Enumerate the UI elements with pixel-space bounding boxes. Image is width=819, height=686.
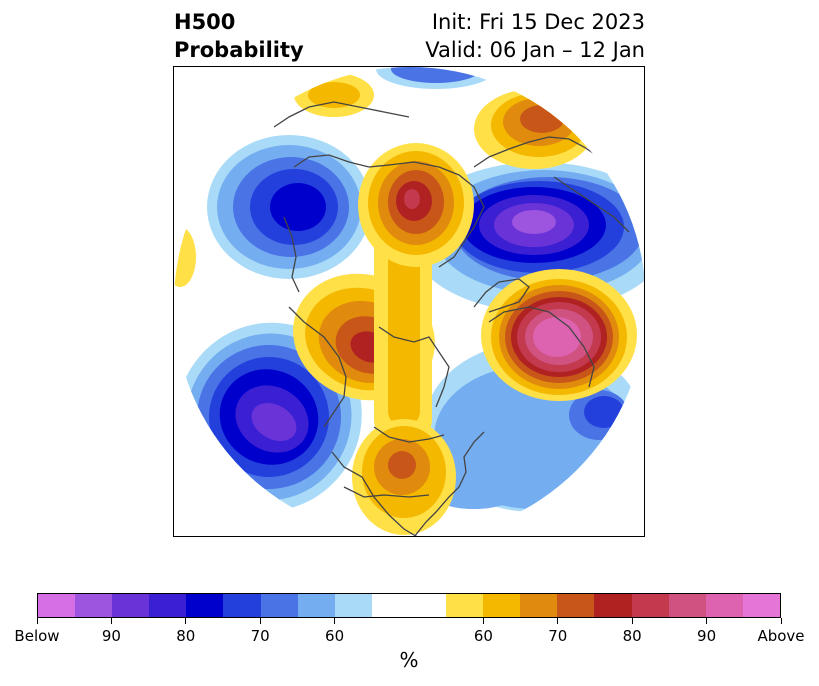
anomaly-above-nw-russia [474,89,594,169]
colorbar-swatch [297,594,335,617]
colorbar-tick-label: Below [14,627,60,645]
colorbar-tick-label: 70 [548,627,568,645]
colorbar [37,593,781,618]
anomaly-above-central-ridge [374,217,432,447]
colorbar-tick-label: Above [757,627,805,645]
colorbar-tick-label: 60 [325,627,345,645]
anomaly-above-n-coast [294,73,374,117]
colorbar-tick-label: 60 [473,627,493,645]
colorbar-swatch [594,594,632,617]
colorbar-tick [706,618,708,624]
colorbar-swatch [446,594,484,617]
chart-title: H500 Probability [174,8,304,64]
probability-map [173,66,645,537]
colorbar-tick [110,618,112,624]
anomaly-below-scandinavia [409,162,644,312]
colorbar-tick-label: 70 [250,627,270,645]
colorbar-unit-label: % [399,648,419,672]
colorbar-swatch [75,594,113,617]
colorbar-swatch [149,594,187,617]
colorbar-tick [780,618,782,624]
colorbar-swatch [631,594,669,617]
colorbar-tick [334,618,336,624]
colorbar-tick [557,618,559,624]
colorbar-swatch [520,594,558,617]
colorbar-tick [259,618,261,624]
anomaly-below-top [376,67,496,89]
anomaly-above-siberia [358,143,474,267]
map-canvas [174,67,644,536]
colorbar-tick-label: 90 [101,627,121,645]
colorbar-tick-label: 80 [176,627,196,645]
colorbar-tick [482,618,484,624]
colorbar-tick [631,618,633,624]
valid-date: Valid: 06 Jan – 12 Jan [425,38,645,62]
colorbar-swatch [408,594,447,617]
colorbar-swatch [557,594,595,617]
anomaly-above-west-edge [174,227,196,287]
colorbar-swatch [112,594,150,617]
anomaly-below-e-siberia [207,135,371,279]
colorbar-swatch [668,594,706,617]
title-line-field: H500 [174,10,236,34]
init-date: Init: Fri 15 Dec 2023 [431,10,645,34]
colorbar-swatch [223,594,261,617]
anomaly-above-greenland [481,269,637,401]
coastlines [273,101,630,536]
colorbar-tick-label: 80 [622,627,642,645]
probability-field [174,67,644,535]
title-line-metric: Probability [174,38,304,62]
colorbar-swatch [334,594,372,617]
colorbar-swatch [705,594,743,617]
colorbar-swatch [38,594,76,617]
colorbar-tick-label: 90 [697,627,717,645]
colorbar-swatch [371,594,409,617]
colorbar-tick [185,618,187,624]
colorbar-swatch [742,594,780,617]
colorbar-tick [36,618,38,624]
colorbar-swatch [483,594,521,617]
colorbar-swatch [186,594,224,617]
colorbar-swatch [260,594,298,617]
forecast-dates: Init: Fri 15 Dec 2023 Valid: 06 Jan – 12… [425,8,645,64]
